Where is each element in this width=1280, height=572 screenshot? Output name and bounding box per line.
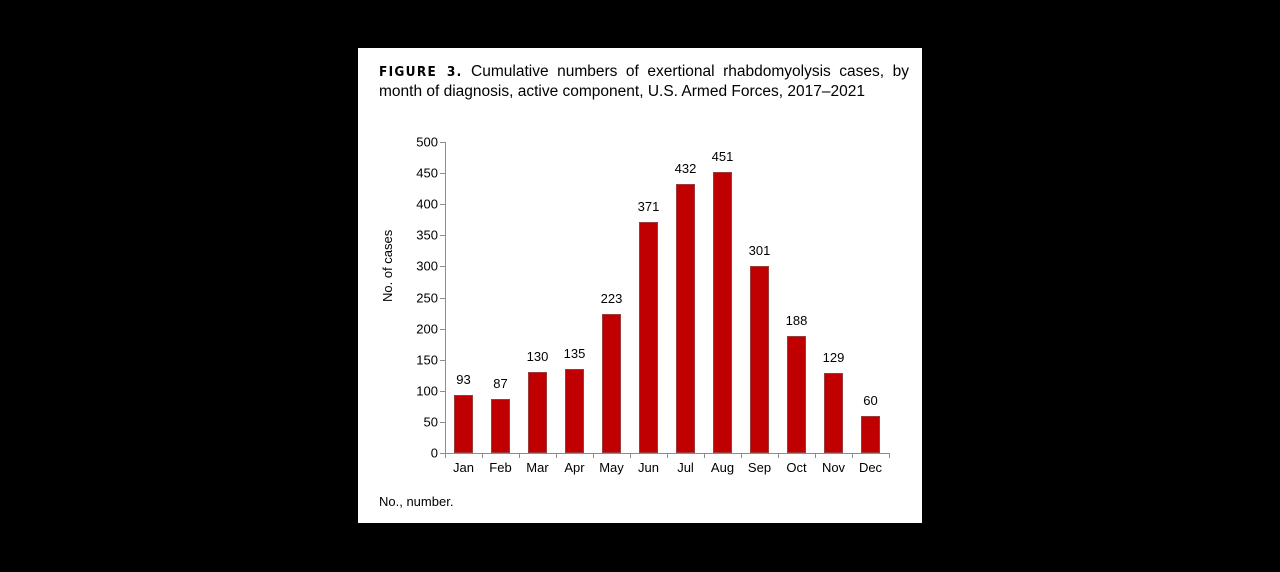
bar-jan [454, 395, 473, 453]
data-label: 223 [600, 291, 623, 307]
bar-aug [713, 172, 732, 453]
y-tick [440, 421, 445, 423]
data-label: 432 [674, 161, 697, 177]
x-tick-label: Apr [564, 460, 585, 475]
y-tick [440, 266, 445, 268]
x-tick [704, 453, 705, 458]
y-tick [440, 204, 445, 206]
figure-label: FIGURE 3. [379, 64, 463, 80]
x-tick-label: Jan [453, 460, 474, 475]
bar-may [602, 314, 621, 453]
y-tick-label: 350 [416, 227, 438, 243]
plot-area: 0 50 100 150 200 250 300 350 400 450 500 93 Jan 87 Fe… [416, 135, 890, 475]
footnote: No., number. [379, 494, 454, 509]
data-label: 371 [637, 199, 660, 215]
y-tick [440, 297, 445, 299]
x-tick [889, 453, 890, 458]
bar-apr [565, 369, 584, 453]
y-tick-label: 400 [416, 196, 438, 212]
x-tick-label: Nov [821, 460, 846, 475]
x-tick [815, 453, 816, 458]
x-tick-label: Mar [526, 460, 549, 475]
data-label: 301 [748, 242, 771, 258]
x-tick [556, 453, 557, 458]
y-tick [440, 328, 445, 330]
x-tick-label: Jun [638, 460, 659, 475]
data-label: 188 [785, 313, 808, 329]
y-tick [440, 390, 445, 392]
bar-jun [639, 222, 658, 453]
y-tick-label: 100 [416, 383, 438, 399]
y-tick-label: 250 [416, 290, 438, 305]
bar-jul [676, 184, 695, 453]
figure-caption: Cumulative numbers of exertional rhabdom… [379, 63, 909, 100]
data-label: 93 [456, 372, 471, 388]
x-tick-label: Feb [489, 460, 512, 475]
y-tick [440, 453, 445, 454]
y-tick [440, 235, 445, 237]
figure-title: FIGURE 3. Cumulative numbers of exertion… [379, 62, 909, 102]
x-tick [482, 453, 483, 458]
data-label: 451 [711, 149, 734, 165]
data-label: 60 [863, 392, 878, 408]
x-tick-label: Sep [747, 460, 772, 475]
y-tick-label: 300 [416, 258, 438, 274]
bar-dec [861, 415, 880, 453]
x-tick-label: Aug [710, 460, 735, 475]
bar-oct [787, 336, 806, 453]
x-tick [445, 453, 446, 458]
x-tick [519, 453, 520, 458]
bar-nov [824, 372, 843, 453]
data-label: 87 [493, 375, 508, 391]
data-label: 129 [822, 349, 845, 365]
x-tick [852, 453, 853, 458]
y-axis-label: No. of cases [380, 229, 395, 302]
y-tick-label: 150 [416, 352, 438, 368]
x-tick [593, 453, 594, 458]
y-tick [440, 173, 445, 175]
x-tick-label: Jul [677, 460, 694, 475]
data-label: 130 [526, 349, 549, 365]
y-axis-line [445, 142, 446, 453]
y-tick-label: 450 [416, 165, 438, 181]
x-tick-label: Oct [786, 460, 807, 475]
x-tick [778, 453, 779, 458]
y-tick-label: 500 [416, 134, 438, 150]
data-label: 135 [563, 346, 586, 362]
bar-feb [491, 398, 510, 453]
figure-panel: FIGURE 3. Cumulative numbers of exertion… [358, 48, 922, 523]
x-tick [630, 453, 631, 458]
bar-sep [750, 265, 769, 453]
x-tick-label: Dec [858, 460, 883, 475]
bar-mar [528, 372, 547, 453]
y-tick-label: 0 [430, 445, 438, 461]
y-tick [440, 142, 445, 143]
x-tick [667, 453, 668, 458]
y-tick-label: 200 [416, 321, 438, 337]
y-tick-label: 50 [423, 414, 438, 430]
x-tick [741, 453, 742, 458]
x-tick-label: May [599, 460, 624, 475]
y-tick [440, 359, 445, 361]
